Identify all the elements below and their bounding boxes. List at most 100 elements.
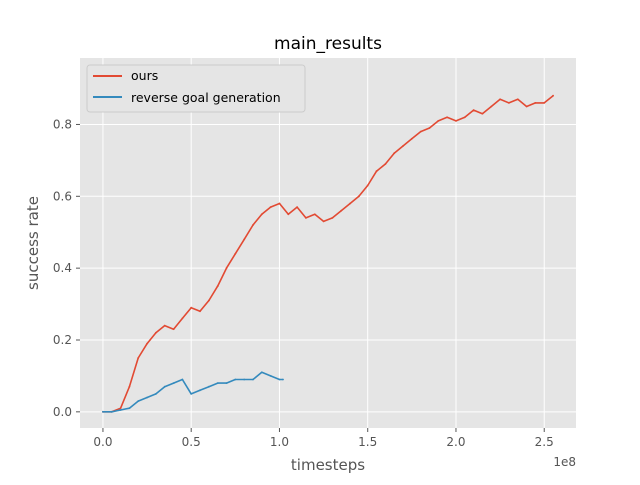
data-point-ours <box>516 98 519 101</box>
data-point-reverse-goal-generation <box>102 410 104 413</box>
data-point-reverse-goal-generation <box>155 393 157 395</box>
data-point-ours <box>216 285 219 287</box>
data-point-ours <box>384 163 387 165</box>
data-point-ours <box>163 324 166 327</box>
x-tick-label: 1.5 <box>358 435 377 449</box>
y-axis-ticks: 0.0 0.2 0.4 0.6 0.8 <box>53 117 80 419</box>
x-tick-label: 0.0 <box>93 435 112 449</box>
series-line-ours <box>102 95 554 413</box>
y-tick-label: 0.4 <box>53 261 72 275</box>
data-point-ours <box>146 342 149 345</box>
data-point-ours <box>419 130 422 133</box>
data-point-reverse-goal-generation <box>119 409 122 411</box>
data-point-reverse-goal-generation <box>234 378 237 381</box>
data-point-reverse-goal-generation <box>146 396 149 399</box>
data-point-reverse-goal-generation <box>269 375 272 377</box>
series-layer <box>102 94 554 413</box>
x-axis-offset-label: 1e8 <box>553 455 576 469</box>
data-point-ours <box>525 105 528 108</box>
data-point-ours <box>278 202 281 205</box>
data-point-ours <box>260 213 263 216</box>
data-point-ours <box>463 116 466 119</box>
data-point-reverse-goal-generation <box>252 378 254 381</box>
data-point-ours <box>393 152 396 155</box>
legend-label-reverse-goal-generation: reverse goal generation <box>131 90 281 105</box>
data-point-ours <box>375 170 378 173</box>
x-tick-label: 1.0 <box>270 435 289 449</box>
x-tick-label: 2.0 <box>446 435 465 449</box>
data-point-reverse-goal-generation <box>225 382 228 384</box>
data-point-ours <box>534 102 537 104</box>
legend-label-ours: ours <box>131 68 158 83</box>
data-point-ours <box>208 299 210 302</box>
y-tick-label: 0.2 <box>53 333 72 347</box>
data-point-ours <box>340 209 343 212</box>
y-tick-label: 0.8 <box>53 117 72 131</box>
data-point-ours <box>322 220 325 223</box>
data-point-ours <box>172 328 175 331</box>
data-point-reverse-goal-generation <box>163 385 166 388</box>
data-point-ours <box>190 306 193 309</box>
grid <box>80 58 576 428</box>
data-point-reverse-goal-generation <box>260 371 263 374</box>
data-point-ours <box>358 195 360 198</box>
y-tick-label: 0.0 <box>53 405 72 419</box>
x-axis-ticks: 0.0 0.5 1.0 1.5 2.0 2.5 <box>93 428 554 449</box>
chart-title: main_results <box>274 34 382 54</box>
data-point-ours <box>269 206 272 209</box>
data-point-reverse-goal-generation <box>110 410 113 413</box>
plot-background <box>80 58 576 428</box>
data-point-ours <box>181 317 184 320</box>
data-point-reverse-goal-generation <box>216 382 219 384</box>
data-point-ours <box>234 252 237 255</box>
data-point-reverse-goal-generation <box>199 389 201 392</box>
x-tick-label: 0.5 <box>182 435 201 449</box>
y-tick-label: 0.6 <box>53 189 72 203</box>
data-point-ours <box>313 213 316 216</box>
data-point-reverse-goal-generation <box>208 385 210 388</box>
data-point-ours <box>252 224 254 226</box>
data-point-ours <box>349 202 351 205</box>
data-point-ours <box>137 357 140 359</box>
data-point-ours <box>331 217 334 219</box>
data-point-ours <box>437 120 440 122</box>
data-point-reverse-goal-generation <box>243 378 246 381</box>
data-point-ours <box>446 116 448 119</box>
data-point-reverse-goal-generation <box>278 378 281 381</box>
data-point-ours <box>402 145 404 147</box>
data-point-ours <box>499 98 501 101</box>
data-point-ours <box>119 407 122 410</box>
data-point-ours <box>128 385 131 388</box>
data-point-ours <box>481 112 484 115</box>
data-point-reverse-goal-generation <box>190 393 193 395</box>
series-line-reverse-goal-generation <box>102 371 283 413</box>
data-point-ours <box>472 109 475 111</box>
data-point-ours <box>552 94 554 97</box>
data-point-ours <box>199 310 201 313</box>
data-point-reverse-goal-generation <box>128 407 131 410</box>
legend-box <box>86 64 306 113</box>
data-point-ours <box>296 206 298 209</box>
data-point-ours <box>543 102 546 104</box>
x-axis-label: timesteps <box>291 456 365 474</box>
data-point-ours <box>243 238 246 241</box>
data-point-ours <box>225 267 228 269</box>
x-tick-label: 2.5 <box>535 435 554 449</box>
data-point-reverse-goal-generation <box>282 378 284 381</box>
legend: ours reverse goal generation <box>86 64 306 113</box>
data-point-reverse-goal-generation <box>137 400 140 402</box>
data-point-reverse-goal-generation <box>172 382 175 384</box>
data-point-ours <box>455 120 457 122</box>
data-point-ours <box>428 127 431 129</box>
data-point-ours <box>508 102 510 104</box>
data-point-ours <box>287 213 290 216</box>
y-axis-label: success rate <box>24 196 42 290</box>
data-point-ours <box>410 137 413 140</box>
data-point-reverse-goal-generation <box>181 378 184 381</box>
data-point-ours <box>490 105 493 108</box>
data-point-ours <box>155 331 157 334</box>
data-point-ours <box>366 184 369 187</box>
data-point-ours <box>305 217 307 219</box>
